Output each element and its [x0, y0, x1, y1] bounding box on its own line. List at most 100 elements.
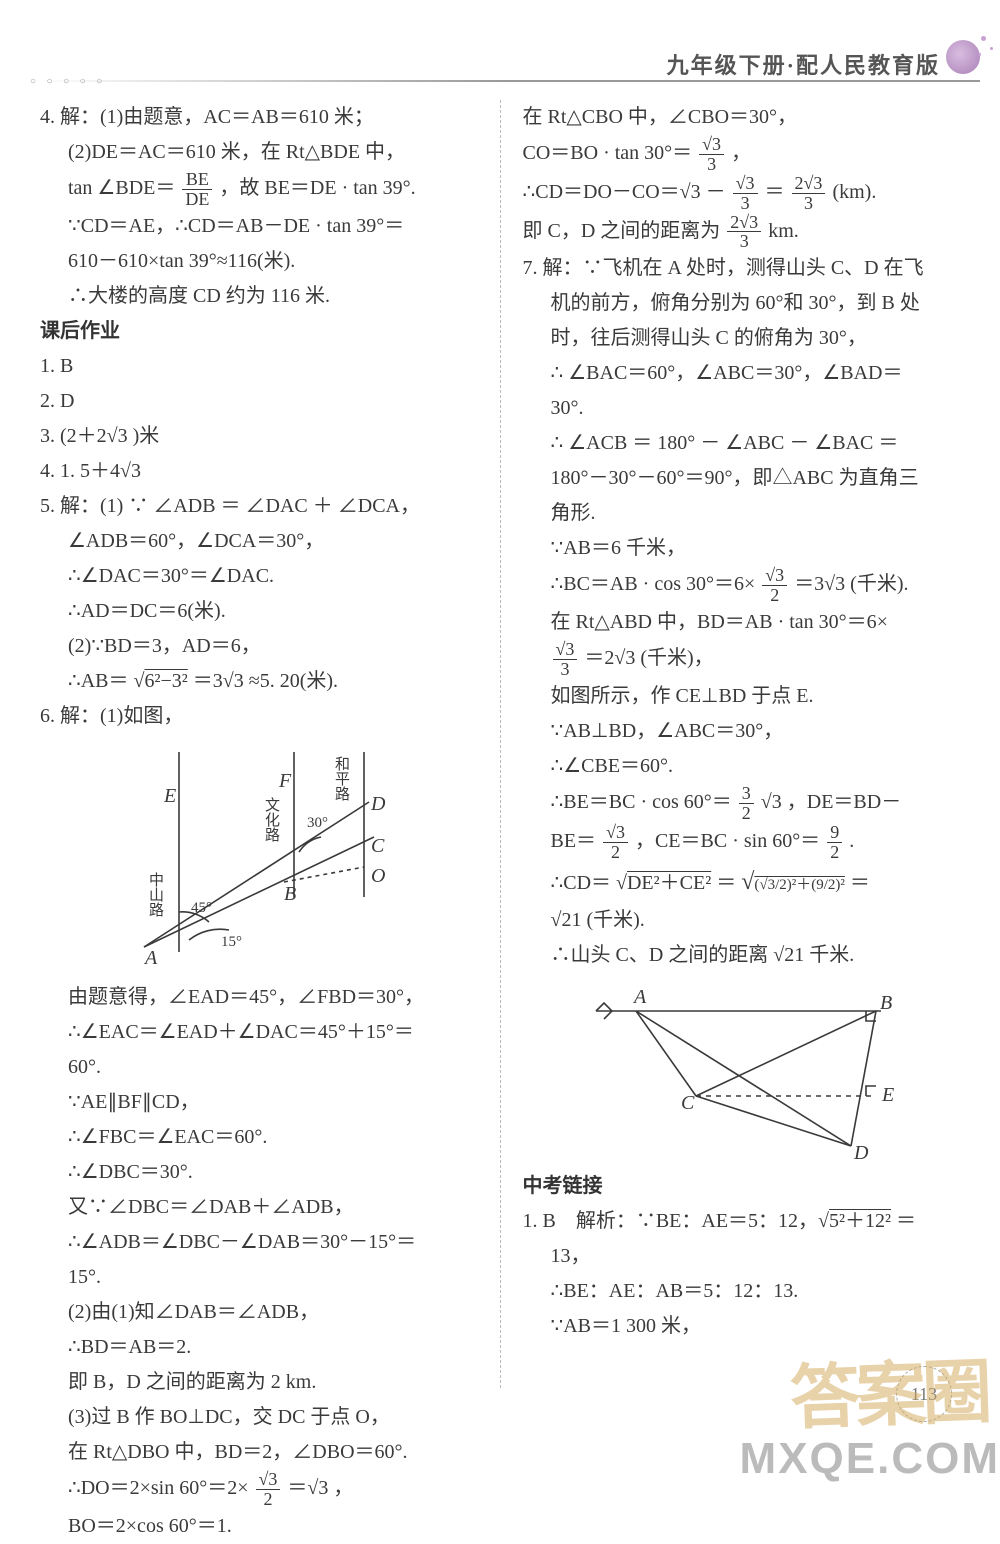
header-dots: ○ ○ ○ ○ ○	[30, 76, 106, 87]
section-title: 课后作业	[40, 314, 478, 349]
text: 1. B 解析：∵BE：AE＝5：12，√	[523, 1210, 830, 1232]
svg-text:C: C	[371, 835, 385, 857]
geometry-figure-2: A B C D E	[576, 981, 906, 1161]
text-line: 又∵∠DBC＝∠DAB＋∠ADB，	[40, 1190, 478, 1225]
sqrt-arg: 5²＋12²	[829, 1210, 891, 1232]
text: km.	[768, 220, 799, 242]
text-line: 时，往后测得山头 C 的俯角为 30°，	[523, 321, 961, 356]
svg-text:E: E	[881, 1084, 894, 1106]
text-line: 6. 解：(1)如图，	[40, 699, 478, 734]
text-line: 7. 解：∵飞机在 A 处时，测得山头 C、D 在飞	[523, 251, 961, 286]
watermark-en: MXQE.COM	[740, 1434, 1000, 1484]
svg-text:45°: 45°	[191, 900, 212, 916]
text-line: (2)DE＝AC＝610 米，在 Rt△BDE 中，	[40, 135, 478, 170]
text-line: ∴DO＝2×sin 60°＝2× √32 ＝√3 ，	[40, 1470, 478, 1509]
text-line: ∴BE：AE：AB＝5：12：13.	[523, 1274, 961, 1309]
text-line: ∵AE∥BF∥CD，	[40, 1085, 478, 1120]
text: ＝	[891, 1210, 916, 1232]
text-line: 4. 1. 5＋4√3	[40, 454, 478, 489]
svg-text:B: B	[284, 883, 296, 905]
text: ∴CD＝DO－CO＝√3 －	[523, 181, 726, 203]
text-line: √21 (千米).	[523, 903, 961, 938]
fraction: √33	[553, 640, 578, 679]
svg-text:A: A	[632, 986, 647, 1008]
text-line: ∴BD＝AB＝2.	[40, 1330, 478, 1365]
text-line: 4. 解：(1)由题意，AC＝AB＝610 米；	[40, 100, 478, 135]
text-line: 1. B 解析：∵BE：AE＝5：12，√5²＋12² ＝	[523, 1204, 961, 1239]
text-line: ∴CD＝DO－CO＝√3 － √33 ＝ 2√33 (km).	[523, 174, 961, 213]
text-line: BE＝ √32 ，CE＝BC · sin 60°＝ 92 .	[523, 823, 961, 862]
text-line: ∴ ∠ACB ＝ 180° － ∠ABC － ∠BAC ＝	[523, 426, 961, 461]
text-line: ∴AD＝DC＝6(米).	[40, 594, 478, 629]
text-line: ∴∠DBC＝30°.	[40, 1155, 478, 1190]
svg-text:文化路: 文化路	[263, 797, 280, 842]
geometry-figure-1: A B C D E F O 中山路 文化路 和平路 45° 15° 30°	[109, 742, 409, 972]
text: ，	[731, 142, 751, 164]
text-line: 5. 解：(1) ∵ ∠ADB ＝ ∠DAC ＋ ∠DCA，	[40, 489, 478, 524]
text: ∴DO＝2×sin 60°＝2×	[68, 1477, 249, 1499]
text-line: 13，	[523, 1239, 961, 1274]
right-column: 在 Rt△CBO 中，∠CBO＝30°， CO＝BO · tan 30°＝ √3…	[501, 100, 961, 1388]
text: ∴BC＝AB · cos 30°＝6×	[551, 573, 756, 595]
text-line: ∴∠ADB＝∠DBC－∠DAB＝30°－15°＝	[40, 1225, 478, 1260]
fraction: 2√33	[727, 213, 761, 252]
text: ＝	[845, 872, 870, 894]
fraction: √32	[256, 1470, 281, 1509]
text: ＝	[711, 872, 736, 894]
text-line: CO＝BO · tan 30°＝ √33 ，	[523, 135, 961, 174]
fraction: √32	[603, 823, 628, 862]
text-line: ∴∠FBC＝∠EAC＝60°.	[40, 1120, 478, 1155]
text-line: (2)∵BD＝3，AD＝6，	[40, 629, 478, 664]
text-line: 如图所示，作 CE⊥BD 于点 E.	[523, 679, 961, 714]
fraction: √32	[762, 566, 787, 605]
text-line: 2. D	[40, 384, 478, 419]
text-line: 由题意得，∠EAD＝45°，∠FBD＝30°，	[40, 980, 478, 1015]
text-line: 即 C，D 之间的距离为 2√33 km.	[523, 213, 961, 252]
text-line: 机的前方，俯角分别为 60°和 30°，到 B 处	[523, 286, 961, 321]
text-line: 在 Rt△CBO 中，∠CBO＝30°，	[523, 100, 961, 135]
text-line: 即 B，D 之间的距离为 2 km.	[40, 1365, 478, 1400]
header-rule	[35, 80, 980, 82]
svg-text:B: B	[880, 992, 892, 1014]
text-line: ∴大楼的高度 CD 约为 116 米.	[40, 279, 478, 314]
svg-text:和平路: 和平路	[333, 756, 350, 801]
fraction: √33	[733, 174, 758, 213]
fraction: 32	[739, 784, 754, 823]
text: ∴BE＝BC · cos 60°＝	[551, 791, 732, 813]
text-line: 610－610×tan 39°≈116(米).	[40, 244, 478, 279]
svg-text:中山路: 中山路	[147, 872, 164, 917]
text: .	[849, 830, 854, 852]
text-line: ∠ADB＝60°，∠DCA＝30°，	[40, 524, 478, 559]
text: √3 ，DE＝BD－	[761, 791, 901, 813]
text-line: 60°.	[40, 1050, 478, 1085]
svg-text:A: A	[143, 947, 158, 969]
text-line: ∴CD＝ √DE²＋CE² ＝ √(√3/2)²＋(9/2)² ＝	[523, 861, 961, 903]
text: ＝3√3 ≈5. 20(米).	[188, 670, 338, 692]
text-line: 在 Rt△DBO 中，BD＝2，∠DBO＝60°.	[40, 1435, 478, 1470]
text-line: ∴∠CBE＝60°.	[523, 749, 961, 784]
svg-text:C: C	[681, 1092, 695, 1114]
text-line: ∴AB＝ √6²−3² ＝3√3 ≈5. 20(米).	[40, 664, 478, 699]
text-line: ∵AB⊥BD，∠ABC＝30°，	[523, 714, 961, 749]
text: CO＝BO · tan 30°＝	[523, 142, 693, 164]
text-line: 180°－30°－60°＝90°，即△ABC 为直角三	[523, 461, 961, 496]
text-line: tan ∠BDE＝ BEDE ，故 BE＝DE · tan 39°.	[40, 170, 478, 209]
text-line: 3. (2＋2√3 )米	[40, 419, 478, 454]
text-line: ∵AB＝6 千米，	[523, 531, 961, 566]
text: ∴AB＝ √	[68, 670, 144, 692]
text: tan ∠BDE＝	[68, 177, 175, 199]
text: ＝	[765, 181, 785, 203]
text-line: 角形.	[523, 496, 961, 531]
text-line: 30°.	[523, 391, 961, 426]
text-line: ∴ ∠BAC＝60°，∠ABC＝30°，∠BAD＝	[523, 356, 961, 391]
text-line: ∵CD＝AE，∴CD＝AB－DE · tan 39°＝	[40, 209, 478, 244]
svg-text:D: D	[370, 793, 386, 815]
svg-text:D: D	[853, 1142, 869, 1161]
page-header: 九年级下册·配人民教育版	[667, 48, 940, 80]
text: BE＝	[551, 830, 597, 852]
svg-text:30°: 30°	[307, 815, 328, 831]
sqrt-arg: 6²−3²	[144, 670, 187, 692]
text: ＝2√3 (千米)，	[584, 647, 713, 669]
text: ＝3√3 (千米).	[794, 573, 908, 595]
text-line: ∴BC＝AB · cos 30°＝6× √32 ＝3√3 (千米).	[523, 566, 961, 605]
